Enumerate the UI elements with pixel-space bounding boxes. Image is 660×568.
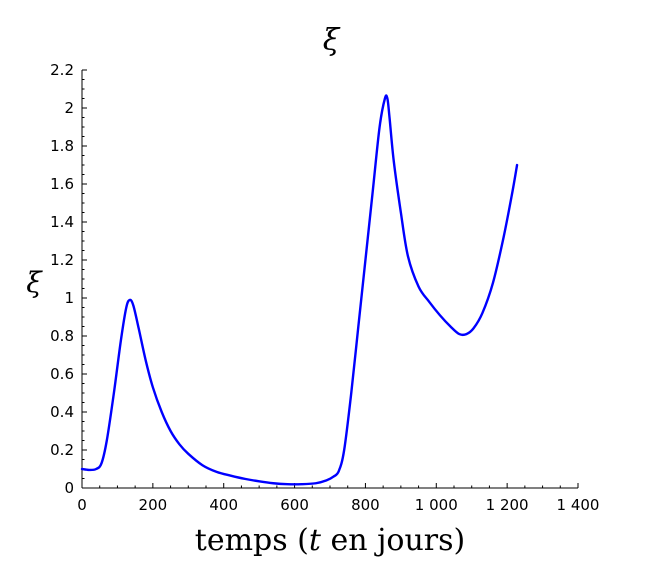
y-tick-label: 2	[64, 99, 74, 117]
x-axis-label-part-1: temps (	[195, 523, 309, 558]
axes	[81, 70, 578, 489]
y-tick-label: 0.2	[50, 441, 74, 459]
y-tick-label: 0.8	[50, 327, 74, 345]
x-axis-label-variable: t	[309, 523, 322, 558]
x-axis-label-part-2: en jours)	[321, 523, 465, 558]
x-tick-label: 600	[280, 496, 309, 514]
x-tick-label: 400	[209, 496, 238, 514]
x-tick-label: 200	[139, 496, 168, 514]
y-tick-label: 1.4	[50, 213, 74, 231]
y-ticks: 0 0.2 0.4 0.6 0.8 1 1.2 1.4 1.6 1.8 2 2.2	[50, 61, 87, 497]
y-tick-label: 0	[64, 479, 74, 497]
y-tick-label: 1.2	[50, 251, 74, 269]
x-tick-label: 1 000	[415, 496, 458, 514]
x-axis-label: temps (t en jours)	[195, 523, 465, 558]
y-tick-label: 1	[64, 289, 74, 307]
x-tick-label: 1 200	[486, 496, 529, 514]
x-tick-label: 800	[351, 496, 380, 514]
y-tick-label: 1.8	[50, 137, 74, 155]
series-line	[80, 94, 519, 486]
y-tick-label: 0.4	[50, 403, 74, 421]
y-tick-label: 0.6	[50, 365, 74, 383]
y-tick-label: 1.6	[50, 175, 74, 193]
chart-title: ξ	[323, 23, 341, 58]
x-tick-label: 0	[77, 496, 87, 514]
y-tick-label: 2.2	[50, 61, 74, 79]
x-ticks: 0 200 400 600 800 1 000 1 200 1 400	[77, 483, 599, 514]
x-tick-label: 1 400	[557, 496, 600, 514]
y-axis-label: ξ	[26, 266, 43, 299]
